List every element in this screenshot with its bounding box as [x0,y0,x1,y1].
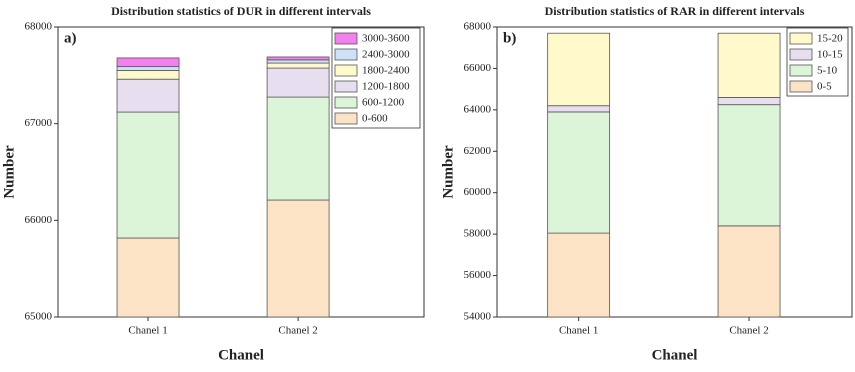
y-tick-label: 67000 [25,117,53,129]
legend-swatch [789,64,813,77]
x-tick-label: Chanel 2 [729,325,768,337]
legend-label: 1200-1800 [362,81,410,93]
legend-label: 1800-2400 [362,65,410,77]
bar-segment [717,225,781,318]
legend-label: 0-600 [362,113,388,125]
bar-segment [266,59,330,64]
legend-swatch [334,48,358,61]
legend-swatch [334,32,358,45]
x-axis-label: Chanel [218,347,264,363]
legend-label: 3000-3600 [362,33,410,45]
bar-segment [116,78,180,113]
legend-swatch [789,48,813,61]
legend-label: 600-1200 [362,97,405,109]
y-tick-label: 65000 [25,311,53,323]
legend-label: 10-15 [817,49,843,61]
bar-segment [266,56,330,61]
bar-segment [717,104,781,227]
chart-title: Distribution statistics of DUR in differ… [111,4,371,18]
y-tick-label: 66000 [464,62,492,74]
y-tick-label: 68000 [25,21,53,33]
bar-segment [266,67,330,98]
y-tick-label: 62000 [464,145,492,157]
x-axis-label: Chanel [652,347,698,363]
bar-segment [266,96,330,201]
y-axis-label: Number [440,145,456,199]
legend-swatch [789,80,813,93]
y-tick-label: 58000 [464,228,492,240]
x-tick-label: Chanel 2 [278,325,317,337]
legend-swatch [334,64,358,77]
bar-segment [547,32,611,107]
bar-segment [547,232,611,318]
x-tick-label: Chanel 1 [559,325,598,337]
bar-segment [266,199,330,318]
y-tick-label: 56000 [464,269,492,281]
legend-label: 5-10 [817,65,838,77]
y-tick-label: 54000 [464,311,492,323]
y-tick-label: 66000 [25,214,53,226]
annotation: a) [64,30,77,46]
bar-segment [116,237,180,318]
legend-swatch [789,32,813,45]
bar-segment [116,70,180,80]
bar-segment [116,57,180,68]
x-tick-label: Chanel 1 [128,325,167,337]
legend-swatch [334,96,358,109]
y-tick-label: 64000 [464,103,492,115]
legend-label: 15-20 [817,33,843,45]
plot-frame [496,26,853,318]
bar-segment [116,66,180,71]
annotation: b) [503,30,516,46]
y-axis-label: Number [1,145,17,199]
bar-segment [717,32,781,98]
legend-label: 2400-3000 [362,49,410,61]
bar-segment [717,97,781,106]
y-tick-label: 60000 [464,186,492,198]
legend-label: 0-5 [817,81,832,93]
chart-title: Distribution statistics of RAR in differ… [545,4,805,18]
y-tick-label: 68000 [464,21,492,33]
bar-segment [547,105,611,113]
legend-box [331,27,421,129]
bar-segment [116,111,180,239]
plot-frame [57,26,425,318]
legend-swatch [334,80,358,93]
bar-segment [266,62,330,69]
legend-swatch [334,112,358,125]
bar-segment [547,111,611,234]
